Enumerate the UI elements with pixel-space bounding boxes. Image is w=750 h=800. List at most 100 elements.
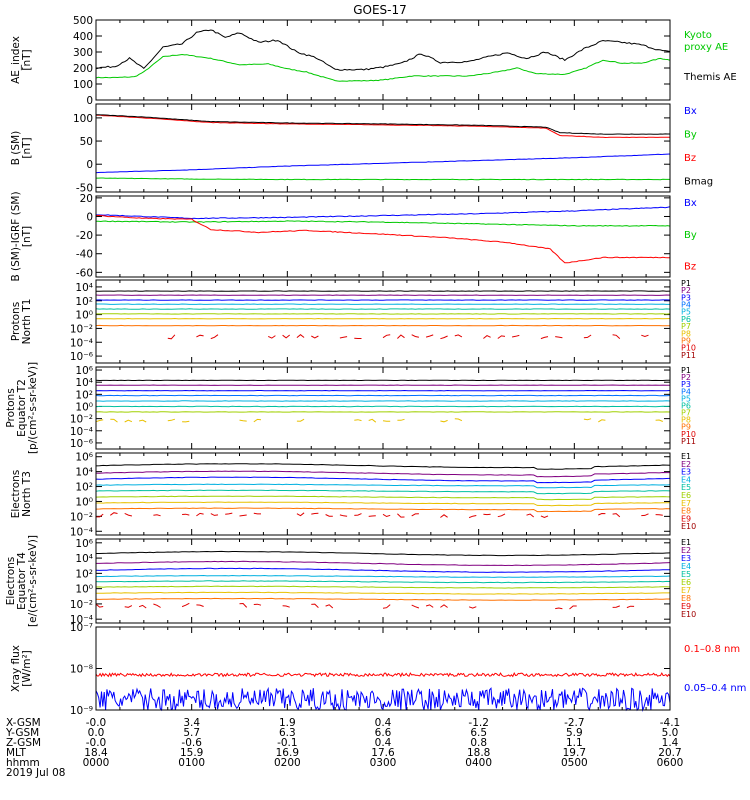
panel-8: Xray flux [W/m²] 10⁻⁷ 10⁻⁸ 10⁻⁹ 0.1–0.8 nm 0.0… xyxy=(10,622,746,717)
y-tick-label: 10⁻² xyxy=(70,323,93,335)
flux-channel-line xyxy=(95,507,671,513)
y-tick-label: -40 xyxy=(76,249,93,261)
footer-value: 18.4 xyxy=(84,747,108,759)
flux-fragment xyxy=(124,512,133,517)
footer-value: 0000 xyxy=(83,757,110,769)
y-tick-label: -50 xyxy=(76,182,93,194)
legend-entry: Bz xyxy=(684,153,696,164)
legend-entry: P10 xyxy=(681,430,696,439)
flux-fragment xyxy=(368,418,377,423)
flux-fragment xyxy=(425,334,434,338)
footer-value: 0.0 xyxy=(88,727,105,739)
legend-entry: E6 xyxy=(681,491,691,500)
y-tick-label: 10⁻⁴ xyxy=(70,526,93,538)
flux-fragment xyxy=(540,336,549,340)
y-tick-label: 10⁰ xyxy=(75,401,93,413)
flux-fragment xyxy=(612,334,621,339)
legend-entry: P3 xyxy=(681,293,691,302)
flux-fragment xyxy=(368,515,376,517)
footer-value: 16.9 xyxy=(276,747,299,759)
panel-7: Electrons Equator T4 [e/(cm²-s-sr-keV)] 10⁶… xyxy=(5,535,696,627)
legend-entry: Bmag xyxy=(684,176,713,187)
legend-entry: By xyxy=(684,129,697,140)
footer-value: 5.0 xyxy=(662,727,679,739)
legend-entry: P2 xyxy=(681,373,691,382)
legend-entry: E8 xyxy=(681,507,691,516)
y-tick-label: 100 xyxy=(73,79,93,91)
footer-value: 0.4 xyxy=(375,737,392,749)
footer-value: -2.7 xyxy=(564,717,585,729)
flux-fragment xyxy=(468,515,477,519)
flux-fragment xyxy=(167,418,176,422)
flux-fragment xyxy=(267,335,276,339)
footer-value: -0.0 xyxy=(86,717,107,729)
legend-entry: E5 xyxy=(681,570,691,579)
flux-fragment xyxy=(182,420,190,423)
flux-fragment xyxy=(440,419,448,423)
legend-entry: E7 xyxy=(681,586,691,595)
flux-channel-line xyxy=(95,476,671,484)
flux-channel-line xyxy=(95,585,671,589)
series-line-bx xyxy=(95,153,671,174)
flux-fragment xyxy=(167,334,176,340)
y-tick-label: 300 xyxy=(73,47,93,59)
legend-entry: P9 xyxy=(681,423,691,432)
legend-entry: P11 xyxy=(681,437,696,446)
y-axis-label: B (SM) xyxy=(10,131,22,165)
legend-entry: P1 xyxy=(681,279,691,288)
flux-fragment xyxy=(354,419,362,422)
flux-fragment xyxy=(282,605,290,608)
flux-channel-line xyxy=(95,308,671,310)
panel-frame xyxy=(95,103,671,193)
y-tick-label: 10⁰ xyxy=(75,310,93,322)
footer-row-label: hhmm xyxy=(6,757,40,769)
series-line-bz xyxy=(95,214,670,264)
legend-entry: E1 xyxy=(681,452,691,461)
flux-fragment xyxy=(612,513,621,518)
flux-fragment xyxy=(454,418,463,422)
flux-fragment xyxy=(253,603,262,606)
footer-value: 18.8 xyxy=(467,747,490,759)
flux-channel-line xyxy=(96,501,670,507)
y-axis-label: Protons xyxy=(5,388,17,427)
legend-entry: proxy AE xyxy=(684,42,728,53)
flux-fragment xyxy=(196,512,204,517)
footer-value: 0.4 xyxy=(375,717,392,729)
flux-fragment xyxy=(411,334,420,338)
flux-fragment xyxy=(296,512,305,517)
flux-fragment xyxy=(239,419,247,422)
flux-fragment xyxy=(540,515,549,518)
legend-entry: P8 xyxy=(681,329,691,338)
y-axis-label: Equator T2 xyxy=(16,379,28,437)
y-axis-label: [e/(cm²-s-sr-keV)] xyxy=(27,535,39,627)
footer-value: 6.3 xyxy=(279,727,296,739)
y-axis-label: Xray flux xyxy=(10,645,22,692)
footer-value: -0.6 xyxy=(181,737,202,749)
y-tick-label: -20 xyxy=(76,230,93,242)
legend-entry: P6 xyxy=(681,315,691,324)
flux-channel-line xyxy=(96,550,671,557)
flux-channel-line xyxy=(95,567,671,573)
legend-entry: E3 xyxy=(681,468,691,477)
footer-value: 17.6 xyxy=(371,747,395,759)
y-axis-label: Equator T4 xyxy=(16,552,28,610)
flux-fragment xyxy=(641,513,649,517)
flux-fragment xyxy=(110,512,118,516)
y-tick-label: 10⁻⁹ xyxy=(70,705,93,717)
footer-value: 20.7 xyxy=(658,747,681,759)
flux-fragment xyxy=(454,334,463,338)
y-tick-label: 10⁴ xyxy=(75,467,93,479)
y-tick-label: 10⁻⁷ xyxy=(70,622,93,634)
legend-entry: P5 xyxy=(681,308,691,317)
flux-channel-line xyxy=(95,470,670,478)
y-tick-label: 10⁶ xyxy=(75,538,93,550)
footer-value: 0500 xyxy=(561,757,588,769)
legend-entry: P4 xyxy=(681,301,691,310)
flux-fragment xyxy=(95,419,104,423)
flux-fragment xyxy=(181,602,190,608)
panel-frame xyxy=(95,452,671,536)
y-axis-label: [p/(cm²-s-sr-keV)] xyxy=(27,362,39,454)
y-axis-label: [nT] xyxy=(21,49,33,70)
flux-fragment xyxy=(583,418,592,421)
